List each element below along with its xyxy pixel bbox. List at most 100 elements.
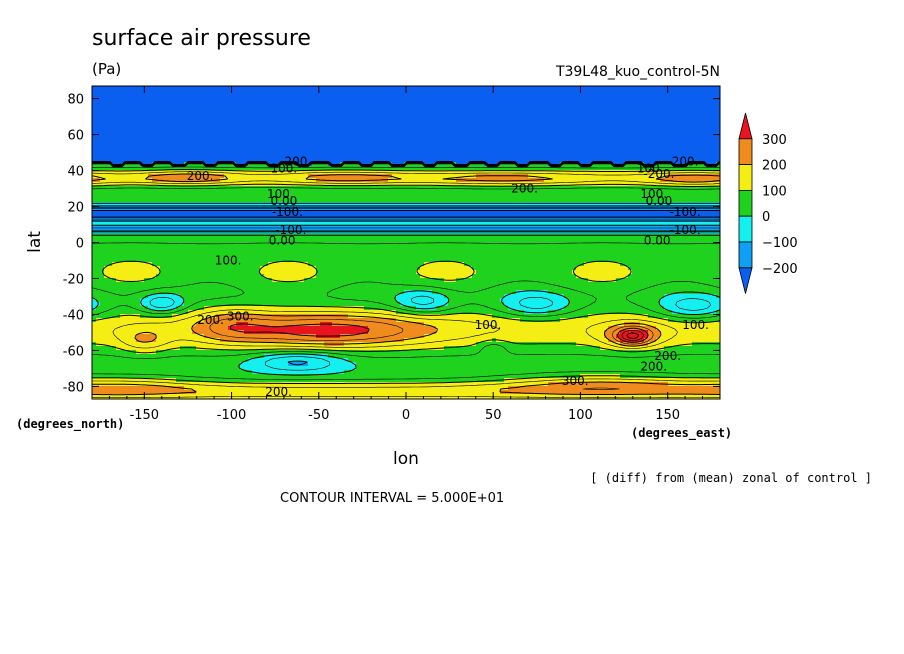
field-cell [204,318,397,323]
field-cell [152,178,221,183]
field-cell [364,306,417,311]
field-cell [92,338,137,343]
field-cell [548,290,720,295]
field-cell [184,298,397,303]
field-cell [504,294,565,299]
field-cell [184,302,401,307]
contour-50 [92,166,720,381]
x-tick-label: 0 [402,408,410,423]
field-cell [396,298,449,303]
field-cell [196,390,501,395]
field-cell [660,334,720,339]
field-cell [404,290,433,295]
field-cell [156,350,720,355]
field-cell [456,178,545,183]
field-cell [444,294,505,299]
field-cell [92,222,720,227]
contour-label: 200. [197,313,224,327]
field-cell [92,378,177,383]
field-cell [116,278,145,283]
contour-label: 200. [187,169,214,183]
contour-lines [92,161,720,398]
field-cell [180,294,397,299]
field-cell [92,102,720,107]
x-tick-label: -100 [217,408,247,423]
field-cell [656,326,720,331]
field-cell [316,274,421,279]
y-units-label: (degrees_north) [16,417,124,432]
field-cell [572,270,633,275]
field-cell [224,174,309,179]
field-cell [92,310,189,315]
y-tick-label: -60 [63,344,84,359]
x-axis-label: lon [393,449,419,469]
field-cell [464,262,585,267]
field-cell [156,274,265,279]
contour-label: 200. [284,155,311,169]
contour-label: 200. [511,182,538,196]
field-cell [368,326,437,331]
field-cell [344,370,720,375]
y-tick-label: 60 [67,129,84,144]
field-cell [576,342,621,347]
field-cell [100,178,153,183]
contour-label: 300. [562,374,589,388]
field-cell [264,354,329,359]
field-cell [716,310,720,315]
field-cell [148,174,225,179]
field-cell [192,330,245,335]
field-cell [472,274,577,279]
field-cell [180,346,197,351]
field-cell [92,122,720,127]
field-cell [604,330,621,335]
field-cell [544,178,661,183]
field-cell [504,302,569,307]
x-tick-label: -50 [308,408,329,423]
field-cell [96,342,325,347]
field-cell [196,346,445,351]
field-cell [92,242,720,247]
field-cell [160,266,261,271]
y-tick-label: -20 [63,272,84,287]
field-cell [92,262,113,267]
field-cell [588,278,617,283]
field-cell [92,370,253,375]
contour-label: 0.00 [269,234,296,248]
field-cell [392,174,477,179]
filled-field [92,86,720,399]
field-cell [92,198,720,203]
field-cell [104,274,157,279]
field-cell [548,310,673,315]
field-cell [568,298,661,303]
x-tick-label: 150 [655,408,680,423]
field-cell [92,290,405,295]
colorbar-arrow-bottom [738,267,753,294]
field-cell [92,174,149,179]
field-cell [628,274,720,279]
field-cell [176,306,205,311]
field-cell [692,342,720,347]
field-cell [396,310,525,315]
field-cell [104,270,161,275]
contour-label: 100. [267,187,294,201]
colorbar-swatch [738,164,753,191]
field-cell [396,318,521,323]
field-cell [340,334,425,339]
field-cell [436,330,605,335]
field-cell [308,174,393,179]
field-cell [260,270,317,275]
field-cell [664,346,720,351]
field-cell [92,278,117,283]
field-cell [620,330,649,335]
field-cell [264,274,317,279]
x-tick-label: 100 [568,408,593,423]
field-cell [420,274,473,279]
field-cell [664,306,720,311]
field-cell [476,174,529,179]
field-cell [640,322,720,327]
field-cell [648,334,661,339]
field-cell [648,330,661,335]
field-cell [308,362,357,367]
field-cell [424,322,625,327]
